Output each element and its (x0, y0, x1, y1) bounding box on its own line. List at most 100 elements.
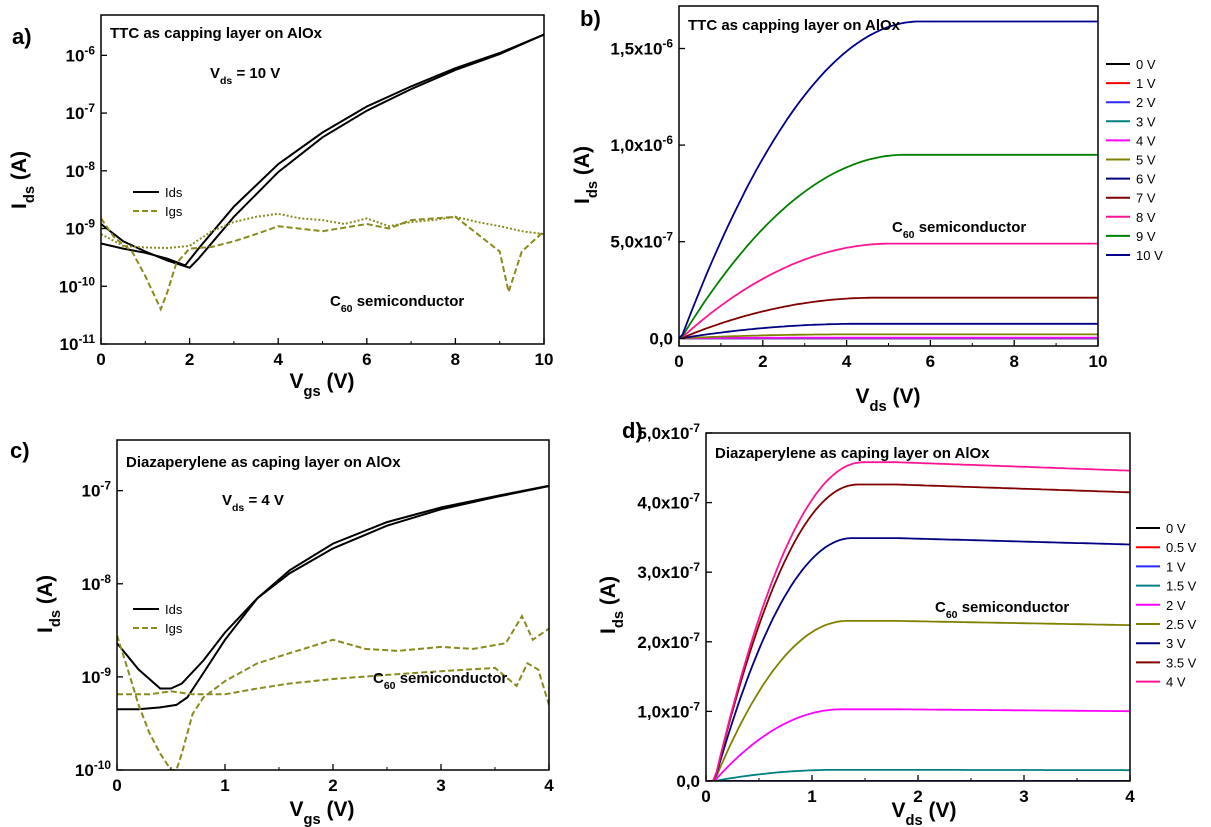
series-line-2-V (706, 708, 1130, 781)
x-tick-label: 6 (362, 350, 371, 369)
legend-entry: 5 V (1136, 153, 1156, 168)
y-tick-label: 2,0x10-7 (637, 630, 700, 652)
series-line-Igs (101, 212, 544, 250)
y-tick-label: 10-7 (66, 101, 96, 123)
semiconductor-annotation: C60 semiconductor (373, 670, 507, 692)
series-line-4-V (679, 336, 1098, 340)
chart-title: TTC as capping layer on AlOx (110, 25, 323, 42)
x-tick-label: 3 (1019, 787, 1028, 806)
series-line-4-V (706, 461, 1130, 781)
legend-entry: 7 V (1136, 191, 1156, 206)
series-group (117, 484, 549, 770)
legend-entry: 0 V (1136, 57, 1156, 72)
x-tick-label: 10 (1089, 352, 1108, 371)
x-tick-label: 8 (1009, 352, 1018, 371)
y-axis-label: Ids (A) (571, 146, 601, 204)
x-tick-label: 0 (112, 776, 121, 795)
chart-panel-0: 0 2 4 6 8 10 10-11 10-10 10-9 10-8 10-7 10-6 a) TTC a… (8, 14, 554, 400)
x-tick-label: 8 (451, 350, 460, 369)
series-line-6-V (679, 322, 1098, 340)
legend-entry: 4 V (1166, 675, 1186, 690)
series-line-1-5-V (706, 769, 1130, 781)
y-tick-label: 10-9 (66, 217, 96, 239)
legend-entry: 1.5 V (1166, 579, 1197, 594)
legend-entry: Igs (165, 621, 183, 636)
plot-frame (100, 14, 545, 345)
y-tick-label: 10-11 (60, 332, 96, 354)
y-tick-label: 10-7 (82, 479, 112, 501)
legend-entry: 4 V (1136, 133, 1156, 148)
legend-entry: Ids (165, 185, 183, 200)
legend-entry: 1 V (1136, 76, 1156, 91)
chart-panel-2: 0 1 2 3 4 10-10 10-9 10-8 10-7 c) Diazaperylene as… (10, 438, 554, 827)
y-axis-label: Ids (A) (597, 576, 627, 634)
x-tick-label: 4 (1125, 787, 1135, 806)
y-tick-label: 10-8 (82, 572, 112, 594)
series-line-2-5-V (706, 620, 1130, 781)
series-line-3-5-V (706, 483, 1130, 781)
vds-annotation: Vds = 10 V (210, 65, 280, 87)
x-tick-label: 0 (674, 352, 683, 371)
y-tick-label: 5,0x10-7 (637, 421, 700, 443)
series-group (706, 461, 1130, 781)
x-axis-label: Vds (V) (892, 799, 957, 827)
x-tick-label: 0 (96, 350, 105, 369)
legend-entry: 3.5 V (1166, 655, 1197, 670)
y-tick-label: 10-9 (82, 665, 112, 687)
series-line-Igs (117, 661, 549, 706)
x-tick-label: 2 (185, 350, 194, 369)
legend-entry: Igs (165, 204, 183, 219)
series-group (101, 33, 544, 312)
semiconductor-annotation: C60 semiconductor (330, 293, 464, 315)
series-group (679, 20, 1098, 340)
x-axis-label: Vds (V) (856, 385, 921, 415)
x-tick-label: 4 (544, 776, 554, 795)
legend-entry: 0.5 V (1166, 540, 1197, 555)
x-axis-label: Vgs (V) (290, 370, 355, 400)
series-line-10-V (679, 20, 1098, 339)
x-tick-label: 10 (535, 350, 554, 369)
semiconductor-annotation: C60 semiconductor (935, 599, 1069, 621)
chart-title: Diazaperylene as caping layer on AlOx (126, 454, 401, 471)
legend-entry: Ids (165, 602, 183, 617)
y-tick-label: 0,0 (676, 772, 700, 791)
chart-title: Diazaperylene as caping layer on AlOx (715, 445, 990, 462)
series-line-5-V (679, 333, 1098, 340)
series-line-Igs (101, 215, 544, 312)
x-tick-label: 4 (273, 350, 283, 369)
y-tick-label: 10-8 (66, 159, 96, 181)
y-tick-label: 10-10 (75, 758, 111, 780)
series-line-Ids (117, 485, 549, 690)
x-tick-label: 2 (328, 776, 337, 795)
x-tick-label: 3 (436, 776, 445, 795)
y-tick-label: 4,0x10-7 (637, 491, 700, 513)
series-line-Igs (117, 613, 549, 770)
chart-panel-3: 0 1 2 3 4 0,0 1,0x10-7 2,0x10-7 3,0x10-7 4,0x10-7… (597, 418, 1197, 827)
y-axis-label: Ids (A) (8, 151, 38, 209)
legend-entry: 1 V (1166, 559, 1186, 574)
panel-label: d) (622, 418, 643, 443)
x-tick-label: 2 (913, 787, 922, 806)
series-line-7-V (679, 296, 1098, 340)
x-tick-label: 6 (926, 352, 935, 371)
legend-entry: 0 V (1166, 521, 1186, 536)
plot-frame (678, 5, 1099, 347)
x-axis-label: Vgs (V) (290, 798, 355, 827)
x-tick-label: 4 (842, 352, 852, 371)
y-tick-label: 10-6 (66, 43, 96, 65)
series-line-8-V (679, 242, 1098, 340)
y-tick-label: 1,0x10-6 (610, 133, 673, 155)
y-tick-label: 1,0x10-7 (637, 699, 700, 721)
panel-label: b) (580, 6, 601, 31)
legend-entry: 3 V (1136, 114, 1156, 129)
y-tick-label: 1,5x10-6 (610, 37, 673, 59)
panel-label: a) (12, 24, 32, 49)
legend-entry: 10 V (1136, 248, 1163, 263)
semiconductor-annotation: C60 semiconductor (892, 219, 1026, 241)
y-tick-label: 0,0 (649, 329, 673, 348)
y-tick-label: 3,0x10-7 (637, 560, 700, 582)
x-tick-label: 2 (758, 352, 767, 371)
chart-panel-1: 0 2 4 6 8 10 0,0 5,0x10-7 1,0x10-6 1,5x10-6 b) TTC … (571, 5, 1163, 415)
legend-entry: 2.5 V (1166, 617, 1197, 632)
